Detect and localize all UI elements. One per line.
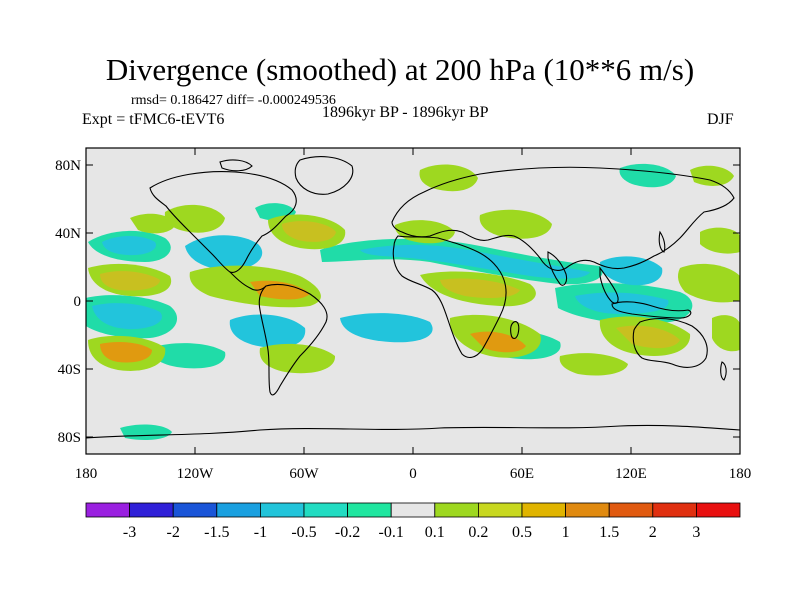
pos-region-west-pacific (677, 263, 740, 303)
rmsd-diff-stats: rmsd= 0.186427 diff= -0.000249536 (131, 93, 336, 108)
colorbar-label: 0.1 (425, 524, 445, 541)
pos-region-tropical-atlantic-core (250, 280, 310, 300)
colorbar-swatch (521, 502, 566, 518)
coastlines (86, 156, 740, 439)
coastline-indonesia (611, 301, 692, 319)
coastline-south-america (258, 283, 328, 396)
colorbar-swatch (259, 502, 305, 518)
colorbar-label: -0.5 (291, 524, 316, 541)
colorbar-label: 0.2 (468, 524, 488, 541)
colorbar-swatch (477, 502, 523, 518)
pos-region-arabia (479, 209, 552, 239)
pos-region-pacific-far-east (712, 315, 740, 352)
colorbar-swatch (85, 502, 130, 518)
coastline-new-zealand (720, 361, 727, 381)
neg-region-southern-band (150, 343, 226, 369)
colorbar-swatch (565, 502, 610, 518)
lon-tick-label: 120W (177, 466, 215, 482)
negative-anomaly-regions (86, 163, 693, 440)
colorbar-label: -2 (167, 524, 180, 541)
lon-tick-label: 180 (75, 466, 98, 482)
lat-tick-label: 80N (55, 158, 81, 174)
lon-tick-label: 0 (409, 466, 417, 482)
neg-region-indian-ocean-core (575, 292, 669, 314)
coastline-madagascar (510, 321, 520, 340)
coastline-greenland (294, 156, 354, 195)
colorbar-swatch (434, 502, 479, 518)
colorbar-swatch (608, 502, 654, 518)
pos-region-north-atlantic-core (282, 221, 336, 242)
coastline-australia (632, 317, 708, 368)
neg-region-south-atlantic-east (340, 313, 433, 343)
neg-region-west-pacific (600, 256, 663, 286)
lon-tick-label: 120E (615, 466, 647, 482)
coastline-europe-asia (391, 166, 735, 271)
neg-region-atlantic-band-core (360, 244, 590, 279)
experiment-label: Expt = tFMC6-tEVT6 (82, 111, 225, 128)
neg-region-south-atlantic (229, 314, 306, 349)
colorbar-label: 2 (649, 524, 657, 541)
colorbar-label: -1.5 (204, 524, 229, 541)
colorbar-label: -3 (123, 524, 136, 541)
field-layer (86, 148, 740, 454)
pos-region-north-pacific (130, 213, 176, 234)
neg-region-pacific-east-core (92, 303, 162, 330)
coastline-north-america (149, 171, 297, 273)
pos-region-south-pacific-core (100, 342, 152, 363)
longitude-axis: 180 120W 60W 0 60E 120E 180 (75, 148, 752, 482)
lat-tick-label: 80S (58, 430, 81, 446)
colorbar-label: 1.5 (599, 524, 619, 541)
lon-tick-label: 60E (510, 466, 534, 482)
coastline-africa (392, 235, 507, 359)
map-title: Divergence (smoothed) at 200 hPa (10**6 … (105, 52, 695, 87)
pos-region-indian-east-core (616, 325, 680, 349)
colorbar-swatch (216, 502, 261, 518)
coastline-india (547, 251, 568, 286)
colorbar-swatch (129, 502, 174, 518)
pos-region-north-america (164, 204, 225, 233)
colorbar-swatch (390, 502, 436, 518)
colorbar-swatch (652, 502, 697, 518)
lon-tick-label: 60W (289, 466, 319, 482)
lat-tick-label: 40S (58, 362, 81, 378)
neg-region-north-america (185, 235, 263, 270)
colorbar-swatch (347, 502, 392, 518)
coastline-central-america (229, 271, 267, 291)
colorbar-swatch (303, 502, 348, 518)
pos-region-arctic-asia (690, 165, 734, 186)
pos-region-pacific-west-core (100, 271, 160, 291)
latitude-axis: 80N 40N 0 40S 80S (55, 158, 740, 446)
colorbar: -3 -2 -1.5 -1 -0.5 -0.2 -0.1 0.1 0.2 0.5 1 1.5 2 3 (85, 502, 741, 541)
colorbar-label: -0.1 (379, 524, 404, 541)
lat-tick-label: 0 (74, 294, 82, 310)
pos-region-southern-ocean (559, 353, 628, 376)
colorbar-label: 1 (562, 524, 570, 541)
period-label: 1896kyr BP - 1896kyr BP (322, 104, 489, 121)
colorbar-label: -1 (254, 524, 267, 541)
pos-region-africa-core (440, 278, 520, 298)
pos-region-north-pacific-east (700, 227, 740, 254)
colorbar-label: -0.2 (335, 524, 360, 541)
colorbar-swatch (172, 502, 218, 518)
neg-region-north-pacific-core (102, 236, 156, 256)
colorbar-label: 3 (692, 524, 700, 541)
coastline-antarctica (86, 424, 740, 439)
pos-region-north-africa (394, 220, 455, 244)
coastline-japan (658, 230, 666, 253)
coastline-arctic-islands (219, 159, 253, 172)
season-label: DJF (707, 111, 734, 128)
colorbar-label: 0.5 (512, 524, 532, 541)
lon-tick-label: 180 (729, 466, 752, 482)
colorbar-swatch (696, 502, 741, 518)
lat-tick-label: 40N (55, 226, 81, 242)
pos-region-arctic-europe (419, 164, 478, 192)
